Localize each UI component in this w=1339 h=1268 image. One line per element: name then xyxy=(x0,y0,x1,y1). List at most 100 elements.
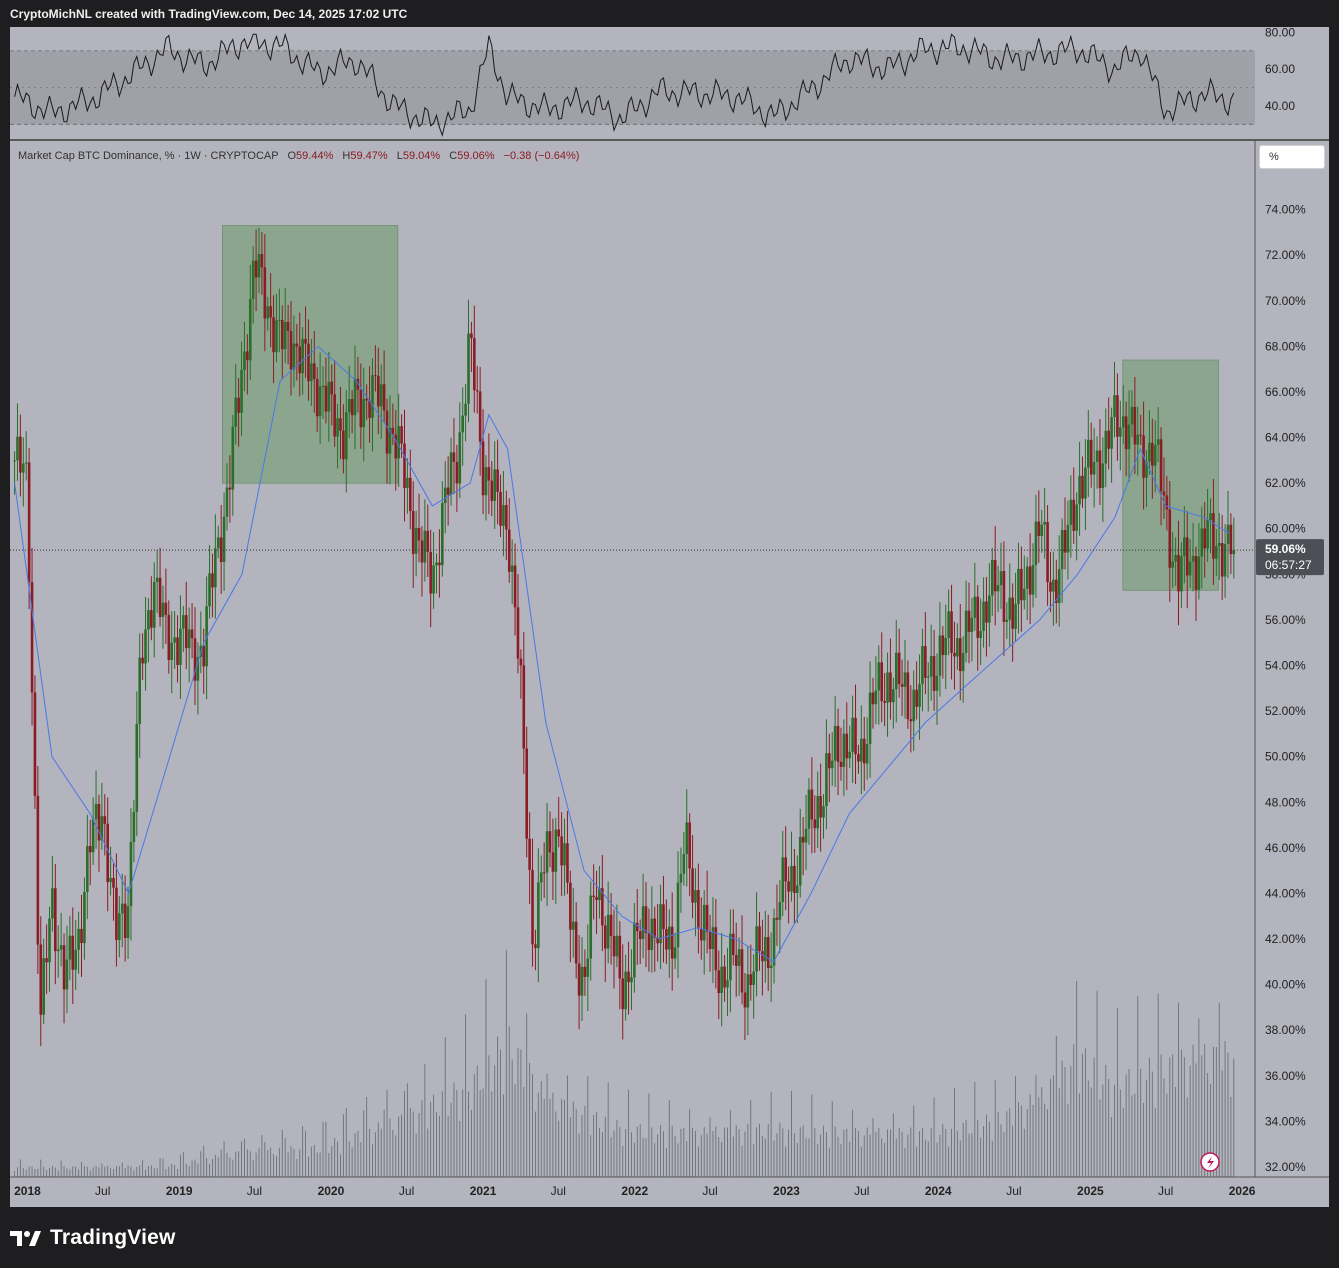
candle-body xyxy=(211,573,214,588)
candle-body xyxy=(388,427,392,454)
candle-body xyxy=(627,971,630,983)
candle-body xyxy=(860,738,863,762)
candle-body xyxy=(737,949,741,966)
candle-body xyxy=(915,689,918,707)
candle-body xyxy=(734,954,738,966)
candle-body xyxy=(48,918,51,963)
candle-body xyxy=(1089,439,1093,475)
candle-body xyxy=(726,980,729,988)
candle-body xyxy=(190,629,194,639)
candle-body xyxy=(263,267,267,319)
candle-body xyxy=(592,895,595,898)
candle-body xyxy=(158,577,162,617)
candle-body xyxy=(624,971,627,1010)
snapshot-icon[interactable] xyxy=(1200,1152,1220,1172)
candle-body xyxy=(443,487,447,504)
candle-body xyxy=(260,254,264,268)
candle-body xyxy=(310,363,313,382)
highlight-zone xyxy=(222,225,399,484)
candle-body xyxy=(1095,450,1099,463)
candle-body xyxy=(368,400,371,418)
candle-body xyxy=(129,842,133,907)
time-tick-label: Jul xyxy=(702,1184,717,1198)
candle-body xyxy=(118,913,121,941)
price-axis[interactable]: 76.00%74.00%72.00%70.00%68.00%66.00%64.0… xyxy=(1265,157,1306,1174)
candle-body xyxy=(327,381,331,412)
time-tick-label: 2023 xyxy=(773,1184,800,1198)
candle-body xyxy=(449,452,453,495)
candle-body xyxy=(886,672,889,703)
legend-close-label: C xyxy=(449,150,457,162)
price-tick-label: 68.00% xyxy=(1265,339,1306,353)
candle-body xyxy=(135,723,139,812)
candle-body xyxy=(694,890,697,903)
time-axis[interactable]: 2018 Jul 2019 Jul 2020 Jul 2021 Jul 2022 Jul 2023 J… xyxy=(14,1184,1256,1198)
candle-body xyxy=(662,904,665,930)
candle-body xyxy=(810,789,814,820)
candle-body xyxy=(1183,537,1186,557)
candle-body xyxy=(344,412,348,460)
candle-body xyxy=(522,665,526,749)
candle-body xyxy=(1209,513,1212,521)
candle-body xyxy=(883,701,886,703)
candle-body xyxy=(80,928,83,944)
candle-body xyxy=(429,551,432,594)
candle-body xyxy=(1046,521,1049,582)
candle-body xyxy=(173,637,176,643)
candle-body xyxy=(1203,528,1207,549)
candle-body xyxy=(862,738,866,764)
candle-body xyxy=(755,926,758,972)
candle-body xyxy=(420,540,424,563)
candle-body xyxy=(1110,417,1113,449)
price-unit-selector[interactable]: % xyxy=(1259,145,1325,169)
candle-body xyxy=(86,846,89,893)
candle-body xyxy=(906,672,910,720)
rsi-pane: 80.00 60.00 40.00 xyxy=(10,26,1295,138)
candle-body xyxy=(941,635,945,656)
candle-body xyxy=(967,610,971,632)
rsi-tick-label: 80.00 xyxy=(1265,27,1295,40)
candle-body xyxy=(487,467,491,481)
candle-body xyxy=(577,963,581,996)
price-tick-label: 38.00% xyxy=(1265,1023,1306,1037)
candle-body xyxy=(787,881,790,892)
candle-body xyxy=(365,398,368,401)
candle-body xyxy=(598,888,601,901)
candle-body xyxy=(743,992,747,1008)
candle-body xyxy=(1145,461,1148,478)
price-tick-label: 46.00% xyxy=(1265,841,1306,855)
candle-body xyxy=(877,662,881,691)
candle-body xyxy=(1133,407,1137,445)
candle-body xyxy=(563,843,566,866)
candle-body xyxy=(182,615,185,629)
legend-high-label: H xyxy=(342,150,350,162)
candle-body xyxy=(1072,499,1076,531)
candle-body xyxy=(644,906,648,933)
candle-body xyxy=(822,806,825,818)
candle-body xyxy=(1057,569,1061,603)
candle-body xyxy=(1206,520,1209,549)
candle-body xyxy=(801,836,805,843)
time-tick-label: Jul xyxy=(854,1184,869,1198)
candle-body xyxy=(112,877,115,888)
candle-body xyxy=(793,865,796,893)
candle-body xyxy=(432,565,435,594)
footer: TradingView xyxy=(10,1225,176,1251)
candle-body xyxy=(685,822,689,855)
candle-body xyxy=(947,611,950,638)
candle-body xyxy=(1005,619,1009,622)
legend-line: Market Cap BTC Dominance, % · 1W · CRYPT… xyxy=(18,150,579,162)
candle-body xyxy=(1220,543,1224,577)
candle-body xyxy=(100,816,104,841)
candle-body xyxy=(1066,524,1070,553)
candle-body xyxy=(435,562,438,566)
candle-body xyxy=(1162,491,1166,496)
candle-body xyxy=(394,434,398,459)
price-tick-label: 42.00% xyxy=(1265,932,1306,946)
candle-body xyxy=(932,656,936,691)
candle-body xyxy=(566,843,569,883)
candle-body xyxy=(74,949,77,970)
candle-body xyxy=(531,869,534,945)
